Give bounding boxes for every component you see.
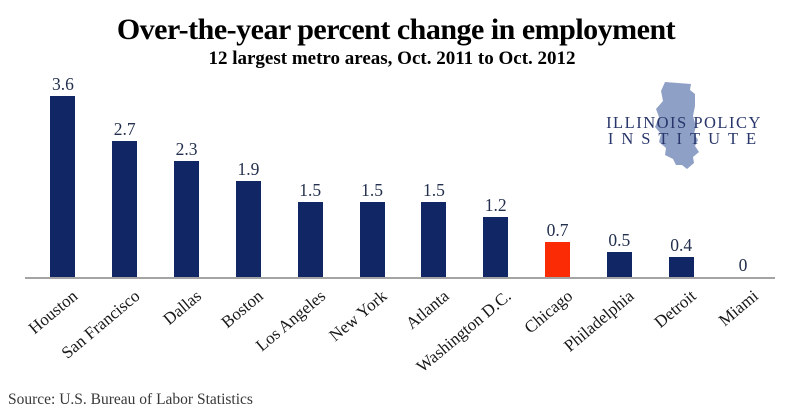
- x-axis-label-miami: Miami: [714, 286, 762, 330]
- bar-value-label: 1.5: [299, 179, 322, 200]
- bar-value-label: 1.2: [484, 194, 507, 215]
- bar-slot-dallas: 2.3: [156, 0, 218, 277]
- bar-value-label: 2.3: [175, 138, 198, 159]
- bar-washington-d-c: [483, 217, 509, 277]
- bar-slot-chicago: 0.7: [527, 0, 589, 277]
- bar-san-francisco: [112, 141, 138, 277]
- bar-houston: [50, 96, 76, 277]
- x-axis-label-atlanta: Atlanta: [401, 286, 453, 333]
- bar-slot-atlanta: 1.5: [403, 0, 465, 277]
- bar-boston: [235, 181, 261, 277]
- logo-text-line2: INSTITUTE: [607, 129, 765, 148]
- bar-slot-boston: 1.9: [217, 0, 279, 277]
- bar-value-label: 1.5: [422, 179, 445, 200]
- bar-value-label: 0.7: [546, 219, 569, 240]
- bar-chicago: [545, 242, 571, 277]
- bar-slot-detroit: 0.4: [650, 0, 712, 277]
- x-axis-label-chicago: Chicago: [520, 286, 577, 338]
- bar-philadelphia: [606, 252, 632, 277]
- bar-slot-houston: 3.6: [32, 0, 94, 277]
- bar-value-label: 3.6: [51, 73, 74, 94]
- chart-subtitle: 12 largest metro areas, Oct. 2011 to Oct…: [208, 48, 576, 69]
- bar-value-label: 0.5: [608, 229, 631, 250]
- bar-value-label: 0: [738, 254, 748, 275]
- bar-value-label: 1.5: [361, 179, 383, 200]
- bar-slot-philadelphia: 0.5: [588, 0, 650, 277]
- bar-value-label: 2.7: [113, 118, 136, 139]
- illinois-state-icon: [655, 82, 699, 169]
- bar-detroit: [668, 257, 694, 277]
- x-axis-label-dallas: Dallas: [159, 286, 206, 329]
- bar-slot-san-francisco: 2.7: [94, 0, 156, 277]
- bar-slot-new-york: 1.5: [341, 0, 403, 277]
- x-axis-line: [25, 277, 775, 279]
- x-axis-label-boston: Boston: [217, 286, 267, 332]
- source-note: Source: U.S. Bureau of Labor Statistics: [8, 391, 253, 408]
- x-axis-label-detroit: Detroit: [650, 286, 700, 332]
- illinois-state-shape: [655, 82, 699, 169]
- bar-los-angeles: [297, 202, 323, 277]
- x-axis-label-new-york: New York: [325, 286, 391, 346]
- chart-title: Over-the-year percent change in employme…: [116, 13, 676, 46]
- bar-atlanta: [421, 202, 447, 277]
- bar-value-label: 1.9: [237, 158, 260, 179]
- bar-value-label: 0.4: [670, 234, 693, 255]
- bar-slot-washington-d-c: 1.2: [465, 0, 527, 277]
- x-axis-label-houston: Houston: [25, 286, 82, 338]
- logo-text-line1: ILLINOIS POLICY: [606, 113, 762, 132]
- bar-new-york: [359, 202, 385, 277]
- bar-dallas: [174, 161, 200, 277]
- illinois-policy-institute-logo: ILLINOIS POLICY INSTITUTE: [593, 82, 775, 174]
- bar-slot-miami: 0: [712, 0, 774, 277]
- bar-area: 3.6 2.7 2.3 1.9 1.5 1.5 1.5 1.2 0.7 0.5 0.4 0: [32, 0, 774, 277]
- bar-slot-los-angeles: 1.5: [279, 0, 341, 277]
